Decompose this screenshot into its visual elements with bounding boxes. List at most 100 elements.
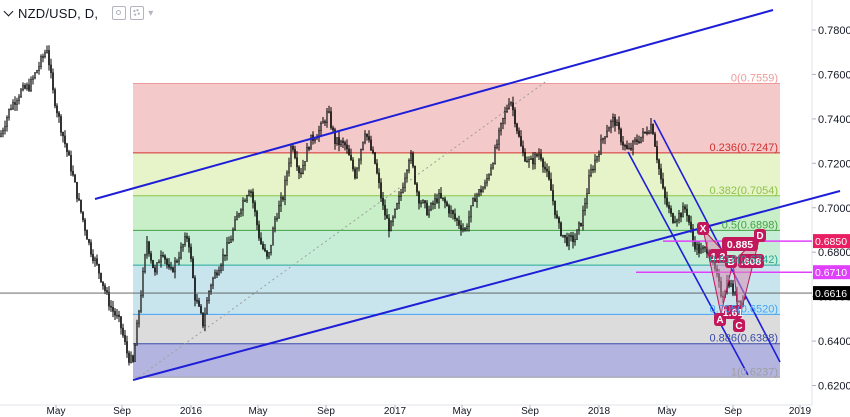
candle-body [44, 52, 46, 58]
fib-zone [133, 265, 780, 315]
candle-body [66, 143, 68, 152]
candle-body [638, 141, 640, 143]
candle-body [614, 116, 616, 126]
candle-body [694, 240, 696, 250]
candle-body [142, 270, 144, 296]
candle-body [268, 252, 270, 257]
candle-body [246, 195, 248, 202]
candle-body [154, 267, 156, 273]
price-badge: 0.6616 [815, 288, 847, 300]
candle-body [320, 122, 322, 131]
candle-body [8, 108, 10, 118]
candle-body [664, 187, 666, 199]
candle-body [504, 111, 506, 119]
candle-body [378, 172, 380, 183]
candle-body [76, 181, 78, 199]
candle-body [46, 50, 48, 54]
candle-body [308, 147, 310, 150]
candle-body [192, 258, 194, 279]
candle-body [254, 202, 256, 212]
candle-body [372, 149, 374, 153]
candle-body [242, 200, 244, 211]
candle-body [620, 128, 622, 143]
candle-body [554, 200, 556, 216]
price-tick-label: 0.7800 [818, 25, 850, 37]
time-tick-label: 2017 [384, 406, 407, 417]
price-tick-label: 0.7000 [818, 203, 850, 215]
candle-body [230, 239, 232, 243]
candle-body [440, 193, 442, 199]
gear-icon[interactable] [130, 6, 145, 20]
candle-body [516, 123, 518, 132]
candle-body [364, 133, 366, 143]
candle-body [80, 199, 82, 213]
candle-body [360, 149, 362, 161]
candle-body [116, 314, 118, 317]
candle-body [194, 277, 196, 301]
candle-body [568, 235, 570, 246]
candle-body [96, 258, 98, 265]
price-badge-bg [813, 265, 850, 280]
time-tick-label: May [658, 406, 677, 417]
fib-label: 0(0.7559) [731, 73, 778, 85]
candle-body [514, 109, 516, 125]
candle-body [236, 215, 238, 221]
candle-body [374, 152, 376, 164]
pattern-ratio-label: 1.61 [723, 307, 744, 319]
candle-body [524, 152, 526, 162]
candle-body [590, 168, 592, 177]
time-tick-label: 2016 [180, 406, 203, 417]
candle-body [454, 213, 456, 220]
candle-body [172, 267, 174, 273]
pattern-point-x-bg [697, 222, 709, 235]
time-tick-label: Sep [317, 406, 335, 417]
eye-icon[interactable] [112, 6, 127, 20]
price-badge: 0.6710 [815, 267, 847, 279]
candle-body [366, 133, 368, 137]
candle-body [644, 131, 646, 134]
candle-body [640, 136, 642, 143]
candle-body [548, 170, 550, 180]
candle-body [490, 167, 492, 176]
candle-body [370, 139, 372, 151]
candle-body [558, 217, 560, 224]
candle-body [630, 147, 632, 150]
candle-body [540, 153, 542, 160]
candle-body [272, 228, 274, 246]
candle-body [184, 236, 186, 245]
candle-body [690, 221, 692, 230]
candle-body [396, 203, 398, 210]
candle-body [506, 107, 508, 112]
drawings: X A B C D0.885 .608 1.2 1.61 [0, 9, 841, 381]
candle-body [616, 122, 618, 126]
candle-body [624, 145, 626, 147]
candle-body [210, 284, 212, 292]
candle-body [206, 300, 208, 315]
candle-body [132, 355, 134, 362]
candle-body [90, 242, 92, 255]
candle-body [520, 136, 522, 147]
candle-body [352, 159, 354, 170]
candle-body [696, 244, 698, 250]
candle-body [422, 200, 424, 204]
candle-body [40, 56, 42, 67]
candle-body [522, 145, 524, 153]
candle-body [244, 200, 246, 203]
candle-body [114, 310, 116, 316]
candle-body [62, 131, 64, 137]
candle-body [482, 187, 484, 193]
candle-body [510, 102, 512, 105]
candle-body [394, 208, 396, 218]
candle-body [660, 168, 662, 180]
pattern-point-x: X [700, 224, 707, 235]
candle-body [58, 112, 60, 117]
pattern-ratio-bg [738, 254, 764, 268]
menu-icon[interactable]: ▾ [148, 7, 154, 19]
candle-body [340, 140, 342, 146]
candle-body [226, 242, 228, 256]
fib-label: 0.236(0.7247) [710, 142, 779, 154]
candle-body [686, 208, 688, 216]
candle-body [392, 216, 394, 223]
candle-body [674, 221, 676, 223]
